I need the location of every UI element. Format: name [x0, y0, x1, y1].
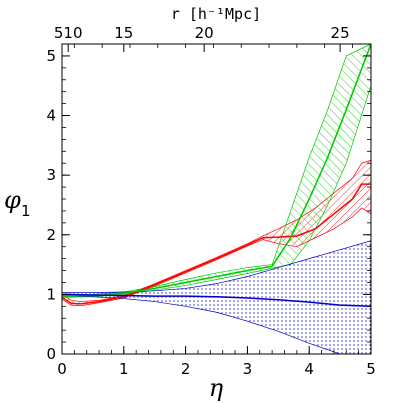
band-upper-blue: [62, 240, 372, 293]
band-fill-green: [62, 44, 371, 298]
x-axis-title: η: [209, 374, 224, 402]
top-tick-label: 20: [195, 24, 214, 42]
y-tick-label: 1: [46, 285, 56, 303]
top-axis-title: r [h⁻¹Mpc]: [171, 5, 261, 23]
x-tick-label: 1: [119, 360, 129, 378]
x-tick-label: 4: [304, 360, 314, 378]
series-line-red: [61, 183, 371, 305]
band-lower-blue: [61, 295, 371, 355]
y-tick-label: 5: [46, 47, 56, 65]
top-tick-label: 25: [331, 24, 350, 42]
x-tick-label: 3: [243, 360, 253, 378]
y-tick-label: 4: [46, 107, 56, 125]
y-tick-label: 3: [46, 166, 56, 184]
band-lower-red: [61, 207, 372, 307]
band-upper-red: [61, 159, 372, 302]
series-lines: [61, 43, 372, 308]
error-bands: [61, 43, 372, 355]
y-tick-label: 2: [46, 226, 56, 244]
top-tick-label: 510: [54, 24, 83, 42]
top-tick-label: 15: [114, 24, 133, 42]
x-tick-label: 2: [181, 360, 191, 378]
plot-frame: [61, 43, 372, 355]
series-line-blue: [61, 293, 372, 308]
x-tick-label: 0: [57, 360, 67, 378]
y-axis-title: φ: [4, 186, 21, 214]
y-tick-label: 0: [46, 345, 56, 363]
x-tick-label: 5: [366, 360, 376, 378]
y-axis-subscript: 1: [21, 202, 31, 220]
series-line-green: [61, 43, 372, 297]
